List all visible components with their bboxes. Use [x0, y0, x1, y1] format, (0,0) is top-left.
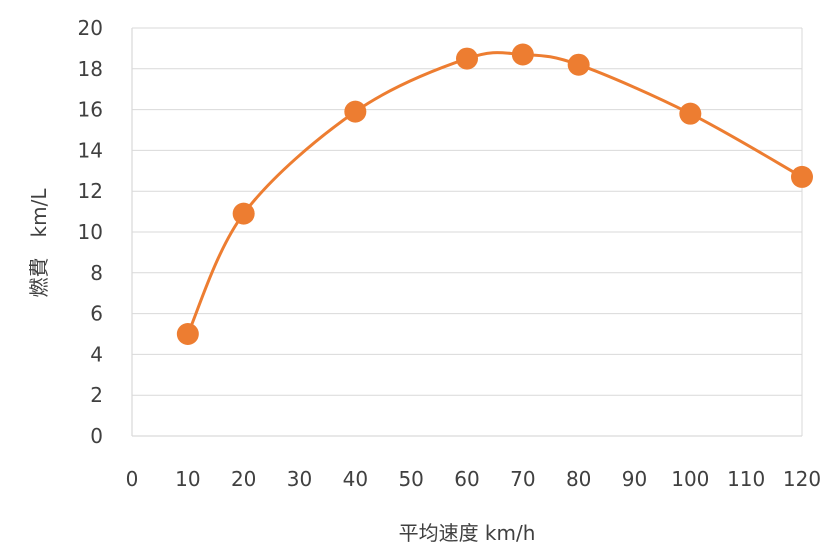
series-fuel-economy — [176, 43, 813, 345]
x-tick-label: 100 — [671, 467, 709, 491]
x-tick-label: 20 — [231, 467, 256, 491]
y-tick-label: 20 — [78, 16, 103, 40]
x-tick-label: 80 — [566, 467, 591, 491]
x-tick-labels: 0 10 20 30 40 50 60 70 80 90 100 110 120 — [126, 467, 821, 491]
y-tick-label: 18 — [78, 57, 103, 81]
y-tick-label: 14 — [78, 138, 103, 162]
data-point-100 — [679, 102, 702, 125]
y-tick-label: 4 — [90, 342, 103, 366]
x-tick-label: 120 — [783, 467, 821, 491]
x-tick-label: 90 — [622, 467, 647, 491]
y-tick-label: 6 — [90, 302, 103, 326]
data-point-120 — [791, 165, 813, 188]
x-tick-label: 10 — [175, 467, 200, 491]
x-tick-label: 30 — [287, 467, 312, 491]
data-point-20 — [232, 202, 255, 225]
y-tick-labels: 0 2 4 6 8 10 12 14 16 18 20 — [78, 16, 103, 448]
x-tick-label: 60 — [454, 467, 479, 491]
axes — [131, 28, 802, 437]
x-tick-label: 0 — [126, 467, 139, 491]
data-point-10 — [176, 323, 199, 345]
y-tick-label: 2 — [90, 383, 103, 407]
series-line — [186, 51, 804, 336]
x-tick-label: 110 — [727, 467, 765, 491]
data-point-70 — [511, 43, 534, 66]
x-tick-label: 40 — [343, 467, 368, 491]
y-tick-label: 12 — [78, 179, 103, 203]
x-tick-label: 70 — [510, 467, 535, 491]
y-tick-label: 16 — [78, 98, 103, 122]
x-axis-title: 平均速度 km/h — [399, 521, 536, 545]
data-point-60 — [456, 47, 478, 70]
data-point-80 — [567, 53, 590, 76]
y-axis-title: 燃費 km/L — [27, 188, 51, 298]
y-tick-label: 0 — [90, 424, 103, 448]
y-tick-label: 10 — [78, 220, 103, 244]
y-tick-label: 8 — [90, 261, 103, 285]
data-point-40 — [344, 100, 367, 123]
x-tick-label: 50 — [398, 467, 423, 491]
